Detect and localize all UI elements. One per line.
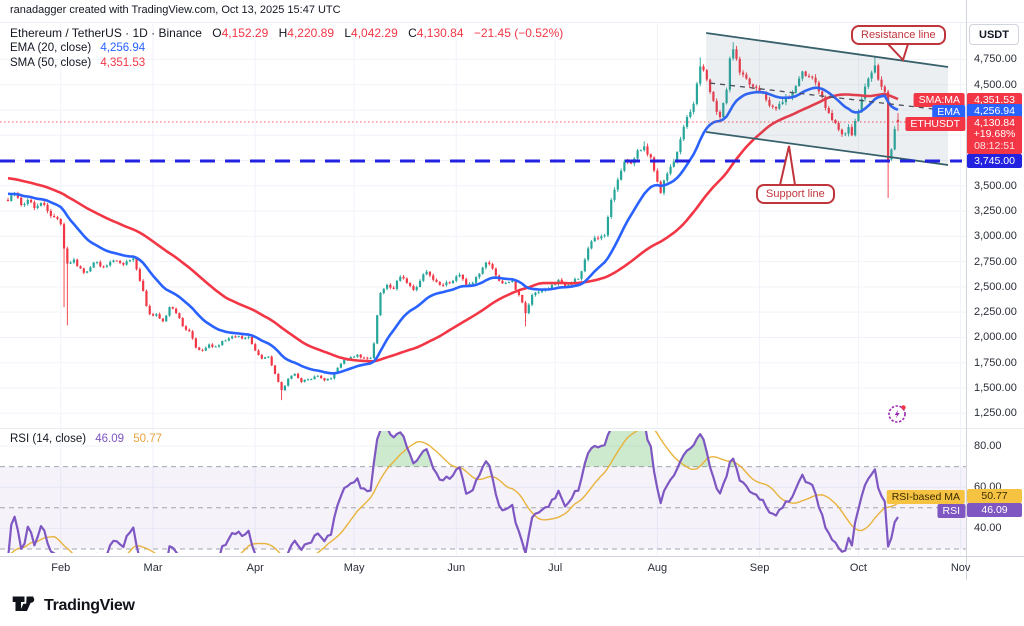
low-label: L: [344, 26, 352, 40]
resistance-line-callout[interactable]: Resistance line: [851, 25, 946, 45]
low-value: 4,042.29: [351, 26, 398, 40]
symbol-axis-chip: ETHUSDT: [905, 117, 965, 131]
close-label: C: [408, 26, 417, 40]
price-tick-label: 2,750.00: [974, 255, 1017, 268]
rsi-axis-badge: 46.09: [967, 503, 1022, 517]
price-tick-label: 2,000.00: [974, 331, 1017, 344]
time-tick-label: Oct: [849, 562, 867, 574]
instant-data-button[interactable]: [887, 403, 908, 424]
attribution-text: ranadagger created with TradingView.com,…: [10, 4, 341, 16]
last-price-badge: 4,130.84 +19.68% 08:12:51: [967, 115, 1022, 154]
rsi-ma-value: 50.77: [133, 433, 163, 445]
price-tick-label: 4,500.00: [974, 78, 1017, 91]
sma50-line: [7, 92, 899, 363]
ema-axis-badge: 4,256.94: [967, 104, 1022, 118]
last-price-value: 4,130.84: [974, 116, 1015, 129]
open-label: O: [212, 26, 222, 40]
sma-axis-chip: SMA:MA: [913, 93, 965, 107]
time-tick-label: Jul: [548, 562, 563, 574]
rsi-legend-row[interactable]: RSI (14, close) 46.09 50.77: [10, 433, 162, 445]
lightning-icon: [888, 405, 906, 423]
rsi-tick-label: 40.00: [974, 522, 1002, 535]
open-value: 4,152.29: [221, 26, 269, 40]
rsi-axis-chip: RSI: [937, 503, 965, 518]
ema-legend-row[interactable]: EMA (20, close) 4,256.94: [10, 41, 563, 55]
ohlc-close: C4,130.84: [408, 26, 463, 40]
price-tick-label: 3,000.00: [974, 230, 1017, 243]
symbol-title: Ethereum / TetherUS · 1D · Binance: [10, 26, 202, 40]
bar-countdown: 08:12:51: [974, 139, 1015, 152]
rsi-tick-label: 80.00: [974, 440, 1002, 452]
time-tick-label: May: [343, 562, 365, 574]
time-tick-label: Aug: [647, 562, 668, 574]
price-tick-label: 3,250.00: [974, 205, 1017, 218]
time-axis-border: [0, 556, 1024, 557]
high-value: 4,220.89: [287, 26, 335, 40]
rsi-name: RSI (14, close): [10, 433, 87, 445]
tradingview-wordmark: TradingView: [44, 596, 135, 614]
price-tick-label: 4,750.00: [974, 53, 1017, 66]
symbol-legend-row[interactable]: Ethereum / TetherUS · 1D · Binance O4,15…: [10, 26, 563, 40]
high-label: H: [278, 26, 288, 40]
rsi-ma-axis-badge: 50.77: [967, 489, 1022, 503]
price-tick-label: 3,500.00: [974, 179, 1017, 192]
ohlc-open: O4,152.29: [212, 26, 268, 40]
sma-axis-badge: 4,351.53: [967, 92, 1022, 107]
last-price-change: +19.68%: [973, 128, 1016, 140]
sma-value: 4,351.53: [100, 57, 146, 69]
ema20-line: [7, 86, 899, 375]
price-tick-label: 2,250.00: [974, 306, 1017, 319]
ohlc-high: H4,220.89: [279, 26, 334, 40]
rsi-ma-axis-chip: RSI-based MA: [886, 489, 965, 504]
price-tick-label: 1,250.00: [974, 407, 1017, 420]
currency-toggle-button[interactable]: USDT: [969, 24, 1019, 45]
rsi-line: [7, 431, 899, 553]
ema-value: 4,256.94: [100, 42, 146, 54]
time-tick-label: Jun: [447, 562, 466, 574]
price-tick-label: 2,500.00: [974, 280, 1017, 293]
time-tick-label: Apr: [246, 562, 264, 574]
time-tick-label: Mar: [143, 562, 163, 574]
header-divider: [0, 22, 1024, 23]
time-tick-label: Sep: [749, 562, 770, 574]
support-line-callout[interactable]: Support line: [756, 184, 835, 204]
time-tick-label: Nov: [950, 562, 971, 574]
main-legend: Ethereum / TetherUS · 1D · Binance O4,15…: [10, 26, 563, 70]
price-tick-label: 1,500.00: [974, 381, 1017, 394]
tradingview-footer[interactable]: TradingView: [12, 595, 135, 616]
price-tick-label: 1,750.00: [974, 356, 1017, 369]
close-value: 4,130.84: [416, 26, 464, 40]
rsi-value: 46.09: [95, 433, 125, 445]
sma-legend-row[interactable]: SMA (50, close) 4,351.53: [10, 56, 563, 70]
price-axis-border: [966, 0, 967, 580]
ema-name: EMA (20, close): [10, 42, 92, 54]
level-price-badge: 3,745.00: [967, 154, 1022, 168]
support-callout-tail: [778, 145, 797, 186]
ohlc-low: L4,042.29: [344, 26, 397, 40]
descending-channel[interactable]: [706, 32, 949, 166]
tradingview-logo-icon: [12, 596, 35, 612]
rsi-ma-line: [10, 431, 899, 553]
sma-name: SMA (50, close): [10, 57, 92, 69]
change-value: −21.45 (−0.52%): [473, 26, 564, 40]
time-tick-label: Feb: [51, 562, 71, 574]
ema-axis-chip: EMA: [932, 104, 965, 119]
resistance-callout-tail: [885, 43, 910, 62]
pane-divider[interactable]: [0, 428, 1024, 429]
